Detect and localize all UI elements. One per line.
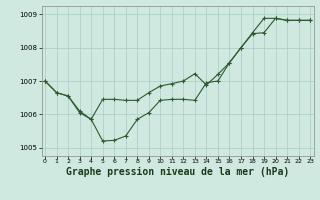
X-axis label: Graphe pression niveau de la mer (hPa): Graphe pression niveau de la mer (hPa) xyxy=(66,167,289,177)
